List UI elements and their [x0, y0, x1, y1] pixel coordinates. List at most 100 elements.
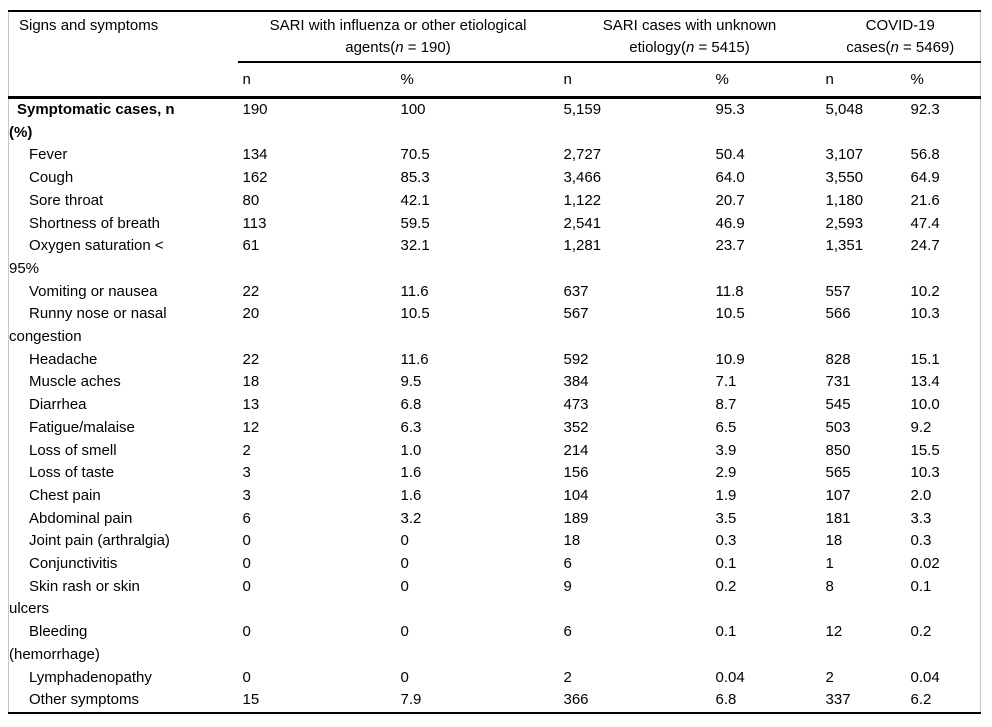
table-body: Symptomatic cases, n (%) 190 100 5,159 95.3 5…	[9, 98, 981, 713]
value-cell: 0.1	[910, 577, 932, 595]
symptom-label: Oxygen saturation < 95%	[9, 237, 164, 277]
value-cell: 50.4	[715, 146, 745, 164]
symptom-label: Symptomatic cases, n (%)	[9, 101, 175, 141]
italic-n: n	[685, 39, 695, 56]
value-cell: 107	[825, 486, 851, 504]
symptom-label: Other symptoms	[29, 691, 140, 709]
table-row: Symptomatic cases, n (%) 190 100 5,159 95.3 5…	[9, 98, 981, 145]
value-cell: 567	[563, 305, 589, 323]
value-cell: 0	[400, 555, 409, 573]
value-cell: 384	[563, 373, 589, 391]
symptom-label: Conjunctivitis	[29, 555, 118, 573]
value-cell: 3.5	[715, 509, 737, 527]
group-title-line2-pre: cases(	[846, 39, 891, 56]
table-row: Chest pain 3 1.6 104 1.9 107 2.0	[9, 485, 981, 508]
value-cell: 11.6	[400, 282, 429, 300]
symptom-label: Fatigue/malaise	[29, 418, 135, 436]
table-row: Joint pain (arthralgia) 0 0 18 0.3 18 0.3	[9, 530, 981, 553]
value-cell: 2,593	[825, 214, 864, 232]
table-row: Runny nose or nasal congestion 20 10.5 567 1…	[9, 303, 981, 348]
table-row: Skin rash or skin ulcers 0 0 9 0.2 8 0.1	[9, 576, 981, 621]
group-title-line2-post: = 5415)	[694, 39, 750, 56]
value-cell: 2.9	[715, 464, 737, 482]
value-cell: 3,466	[563, 169, 602, 187]
value-cell: 59.5	[400, 214, 430, 232]
value-cell: 828	[825, 350, 851, 368]
table-row: Diarrhea 13 6.8 473 8.7 545 10.0	[9, 394, 981, 417]
value-cell: 1.6	[400, 486, 422, 504]
value-cell: 113	[242, 214, 267, 232]
value-cell: 0	[400, 623, 409, 641]
table-row: Loss of taste 3 1.6 156 2.9 565 10.3	[9, 462, 981, 485]
value-cell: 10.5	[400, 305, 430, 323]
group-title-line1: SARI with influenza or other etiological	[269, 17, 527, 34]
value-cell: 100	[400, 101, 426, 118]
value-cell: 9.2	[910, 418, 932, 436]
symptom-label: Runny nose or nasal congestion	[9, 305, 167, 346]
table-row: Lymphadenopathy 0 0 2 0.04 2 0.04	[9, 667, 981, 690]
value-cell: 352	[563, 418, 589, 436]
value-cell: 10.3	[910, 464, 940, 482]
value-cell: 0	[400, 577, 409, 595]
symptom-label: Loss of taste	[29, 464, 115, 482]
value-cell: 32.1	[400, 237, 430, 255]
value-cell: 42.1	[400, 191, 430, 209]
value-cell: 545	[825, 396, 851, 414]
table-row: Vomiting or nausea 22 11.6 637 11.8 557 10.2	[9, 281, 981, 304]
column-group-sari-influenza: SARI with influenza or other etiological…	[237, 11, 559, 63]
symptom-label: Loss of smell	[29, 441, 117, 459]
value-cell: 0	[242, 577, 251, 595]
value-cell: 18	[563, 532, 581, 550]
value-cell: 1.6	[400, 464, 422, 482]
value-cell: 3.3	[910, 509, 932, 527]
value-cell: 156	[563, 464, 589, 482]
italic-n: n	[890, 39, 899, 56]
symptom-label: Lymphadenopathy	[29, 668, 152, 686]
table-row: Bleeding (hemorrhage) 0 0 6 0.1 12 0.2	[9, 621, 981, 666]
subheader-row: n % n % n %	[9, 62, 981, 99]
value-cell: 10.2	[910, 282, 940, 300]
value-cell: 15.1	[910, 350, 940, 368]
value-cell: 15	[242, 691, 260, 709]
value-cell: 6	[563, 623, 572, 641]
value-cell: 637	[563, 282, 589, 300]
value-cell: 61	[242, 237, 260, 255]
group-title-line2-post: = 190)	[403, 39, 451, 56]
value-cell: 0.02	[910, 555, 940, 573]
corner-header-signs-and-symptoms: Signs and symptoms	[8, 11, 238, 99]
group-title-line2-post: = 5469)	[898, 39, 955, 56]
value-cell: 3	[242, 486, 251, 504]
value-cell: 1,351	[825, 237, 864, 255]
group-title-line2-pre: etiology(	[629, 39, 686, 56]
column-group-covid19: COVID-19 cases(n = 5469)	[820, 11, 981, 63]
value-cell: 3.2	[400, 509, 422, 527]
table-row: Other symptoms 15 7.9 366 6.8 337 6.2	[9, 689, 981, 713]
value-cell: 13.4	[910, 373, 940, 391]
value-cell: 134	[242, 146, 268, 164]
value-cell: 7.1	[715, 373, 737, 391]
value-cell: 2,727	[563, 146, 602, 164]
value-cell: 6	[242, 509, 251, 527]
group-title-line2-pre: agents(	[345, 39, 396, 56]
value-cell: 0	[242, 623, 251, 641]
italic-n: n	[395, 39, 404, 56]
value-cell: 731	[825, 373, 851, 391]
value-cell: 3	[242, 464, 251, 482]
value-cell: 80	[242, 191, 260, 209]
value-cell: 162	[242, 169, 268, 187]
value-cell: 22	[242, 350, 260, 368]
value-cell: 2	[825, 668, 834, 686]
value-cell: 1.0	[400, 441, 422, 459]
subheader-n: n	[820, 62, 906, 99]
value-cell: 104	[563, 486, 589, 504]
value-cell: 0.3	[910, 532, 932, 550]
table-row: Loss of smell 2 1.0 214 3.9 850 15.5	[9, 440, 981, 463]
value-cell: 23.7	[715, 237, 745, 255]
value-cell: 3.9	[715, 441, 737, 459]
value-cell: 0	[242, 555, 251, 573]
value-cell: 9	[563, 577, 572, 595]
value-cell: 189	[563, 509, 589, 527]
symptom-label: Bleeding (hemorrhage)	[9, 623, 100, 663]
value-cell: 11.8	[715, 282, 744, 300]
value-cell: 566	[825, 305, 851, 323]
